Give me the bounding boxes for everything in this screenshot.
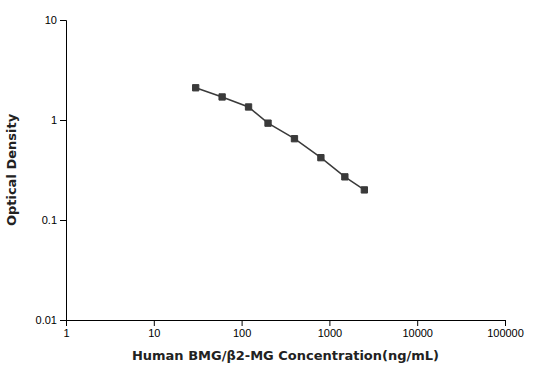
x-tick-label: 10000 — [402, 327, 433, 339]
x-tick-mark — [417, 320, 418, 326]
x-tick: 1 — [63, 320, 69, 339]
marker — [342, 174, 348, 180]
plot-area: 1 10 100 1000 10000 100000 0.01 0.1 1 10 — [36, 14, 524, 339]
y-tick-mark — [60, 320, 66, 321]
x-tick-label: 100000 — [487, 327, 524, 339]
x-tick: 1000 — [318, 320, 342, 339]
x-tick-mark — [329, 320, 330, 326]
marker — [245, 104, 251, 110]
y-tick-label: 0.1 — [42, 214, 57, 226]
y-tick: 10 — [45, 14, 66, 26]
y-tick: 0.1 — [42, 214, 66, 226]
y-tick-mark — [60, 220, 66, 221]
x-axis: 1 10 100 1000 10000 100000 — [63, 320, 523, 339]
marker — [265, 120, 271, 126]
y-axis-title: Optical Density — [4, 113, 19, 226]
marker — [291, 136, 297, 142]
x-tick: 100000 — [487, 320, 524, 339]
marker — [193, 85, 199, 91]
y-tick: 0.01 — [36, 314, 66, 326]
marker — [219, 94, 225, 100]
y-tick-label: 1 — [51, 114, 57, 126]
x-tick-label: 1 — [63, 327, 69, 339]
x-axis-title: Human BMG/β2-MG Concentration(ng/mL) — [132, 348, 439, 363]
marker — [361, 187, 367, 193]
y-tick-label: 0.01 — [36, 314, 57, 326]
x-tick-mark — [242, 320, 243, 326]
chart: 1 10 100 1000 10000 100000 0.01 0.1 1 10 Human BMG… — [0, 0, 533, 372]
x-tick-label: 10 — [148, 327, 160, 339]
x-tick-label: 100 — [233, 327, 251, 339]
y-tick-mark — [60, 120, 66, 121]
x-tick-label: 1000 — [318, 327, 342, 339]
y-axis-line — [60, 21, 67, 321]
y-tick: 1 — [51, 114, 66, 126]
y-axis: 0.01 0.1 1 10 — [36, 14, 67, 326]
series — [193, 85, 368, 193]
x-tick-mark — [154, 320, 155, 326]
x-tick: 100 — [233, 320, 251, 339]
x-axis-line — [67, 321, 506, 327]
x-tick: 10000 — [402, 320, 433, 339]
x-tick: 10 — [148, 320, 160, 339]
y-tick-mark — [60, 20, 66, 21]
line — [196, 88, 365, 190]
x-tick-mark — [505, 320, 506, 326]
y-tick-label: 10 — [45, 14, 57, 26]
marker — [318, 155, 324, 161]
